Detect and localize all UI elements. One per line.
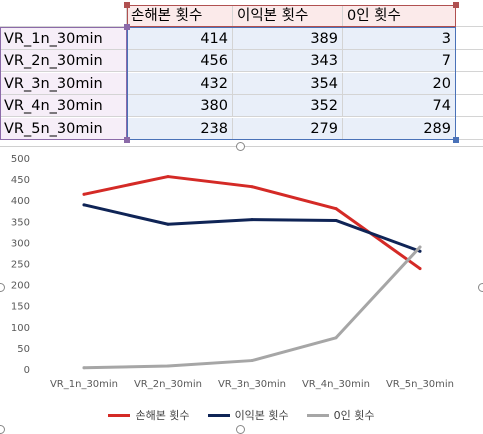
header-row: 손해본 횟수 이익본 횟수 0인 횟수 (0, 5, 483, 28)
cell-category[interactable]: VR_1n_30min (0, 27, 127, 50)
table-row: VR_5n_30min 238 279 289 (0, 117, 483, 141)
legend-label: 손해본 횟수 (135, 409, 190, 422)
cell-empty[interactable] (456, 5, 483, 27)
range-resize-handle[interactable] (124, 24, 130, 30)
cell-loss-value[interactable]: 432 (127, 72, 233, 95)
cell-category[interactable]: VR_3n_30min (0, 72, 127, 95)
cell-empty[interactable] (456, 50, 483, 72)
data-point (166, 222, 170, 226)
legend-label: 이익본 횟수 (234, 409, 289, 422)
data-point (82, 366, 86, 370)
legend-item[interactable]: 손해본 횟수 (108, 407, 190, 423)
cell-loss-value[interactable]: 414 (127, 27, 233, 50)
data-point (418, 245, 422, 249)
cell-profit-value[interactable]: 352 (233, 95, 343, 117)
cell-zero-value[interactable]: 7 (343, 50, 456, 72)
legend-swatch (108, 413, 131, 417)
chart-resize-handle-left[interactable] (0, 283, 5, 292)
cell-profit-value[interactable]: 389 (233, 27, 343, 50)
cell-category[interactable]: VR_5n_30min (0, 117, 127, 140)
range-resize-handle[interactable] (453, 137, 459, 143)
chart-resize-handle-bottom-left[interactable] (0, 425, 5, 434)
y-tick-label: 450 (11, 175, 30, 186)
legend-swatch (207, 413, 230, 417)
x-tick-label: VR_4n_30min (302, 379, 370, 390)
y-tick-label: 150 (11, 302, 30, 313)
series-line-2 (82, 245, 422, 370)
data-point (334, 218, 338, 222)
x-tick-label: VR_5n_30min (386, 379, 454, 390)
cell-empty[interactable] (456, 95, 483, 117)
legend-label: 0인 횟수 (333, 409, 375, 422)
cell-header-zero[interactable]: 0인 횟수 (343, 5, 456, 27)
series-line-0 (82, 175, 422, 271)
y-tick-label: 50 (17, 344, 30, 355)
data-point (334, 207, 338, 211)
cell-header-profit[interactable]: 이익본 횟수 (233, 5, 343, 27)
data-point (418, 249, 422, 253)
line-chart[interactable]: 0 50 100 150 200 250 300 350 400 450 500 VR_1n_30mi… (0, 142, 483, 434)
range-resize-handle[interactable] (124, 137, 130, 143)
cell-profit-value[interactable]: 354 (233, 72, 343, 95)
cell-zero-value[interactable]: 289 (343, 117, 456, 140)
x-tick-label: VR_1n_30min (50, 379, 118, 390)
cell-loss-value[interactable]: 380 (127, 95, 233, 117)
cell-zero-value[interactable]: 74 (343, 95, 456, 117)
data-point (334, 336, 338, 340)
cell-loss-value[interactable]: 456 (127, 50, 233, 72)
data-point (82, 192, 86, 196)
cell-empty[interactable] (456, 73, 483, 95)
chart-resize-handle-top[interactable] (236, 142, 245, 151)
cell-header-corner[interactable] (0, 5, 127, 27)
cell-category[interactable]: VR_4n_30min (0, 95, 127, 117)
chart-resize-handle-bottom[interactable] (236, 425, 245, 434)
x-tick-label: VR_3n_30min (218, 379, 286, 390)
data-point (250, 218, 254, 222)
data-point (250, 359, 254, 363)
data-point (250, 185, 254, 189)
range-resize-handle[interactable] (124, 2, 130, 8)
data-point (166, 364, 170, 368)
table-row: VR_4n_30min 380 352 74 (0, 95, 483, 118)
y-tick-label: 0 (24, 365, 30, 376)
cell-empty[interactable] (456, 28, 483, 50)
chart-resize-handle-right[interactable] (478, 283, 483, 292)
x-tick-label: VR_2n_30min (134, 379, 202, 390)
y-tick-label: 200 (11, 281, 30, 292)
cell-empty[interactable] (456, 118, 483, 140)
cell-loss-value[interactable]: 238 (127, 117, 233, 140)
chart-plot-area: 0 50 100 150 200 250 300 350 400 450 500 VR_1n_30mi… (11, 154, 454, 390)
y-tick-label: 350 (11, 217, 30, 228)
y-tick-label: 250 (11, 260, 30, 271)
y-tick-label: 500 (11, 154, 30, 165)
legend-item[interactable]: 이익본 횟수 (207, 407, 289, 423)
y-tick-label: 400 (11, 196, 30, 207)
table-row: VR_1n_30min 414 389 3 (0, 27, 483, 51)
legend-swatch (306, 413, 329, 417)
data-point (82, 203, 86, 207)
cell-category[interactable]: VR_2n_30min (0, 50, 127, 72)
cell-profit-value[interactable]: 343 (233, 50, 343, 72)
legend-item[interactable]: 0인 횟수 (306, 407, 375, 423)
spreadsheet-grid: 손해본 횟수 이익본 횟수 0인 횟수 VR_1n_30min 414 389 … (0, 0, 483, 146)
cell-profit-value[interactable]: 279 (233, 117, 343, 140)
data-point (166, 175, 170, 179)
cell-zero-value[interactable]: 3 (343, 27, 456, 50)
y-tick-label: 300 (11, 238, 30, 249)
y-tick-label: 100 (11, 323, 30, 334)
chart-legend[interactable]: 손해본 횟수 이익본 횟수 0인 횟수 (0, 405, 483, 425)
cell-header-loss[interactable]: 손해본 횟수 (127, 5, 233, 27)
table-row: VR_3n_30min 432 354 20 (0, 72, 483, 96)
data-point (418, 267, 422, 271)
cell-zero-value[interactable]: 20 (343, 72, 456, 95)
series-line-1 (82, 203, 422, 253)
table-row: VR_2n_30min 456 343 7 (0, 50, 483, 73)
range-resize-handle[interactable] (453, 2, 459, 8)
